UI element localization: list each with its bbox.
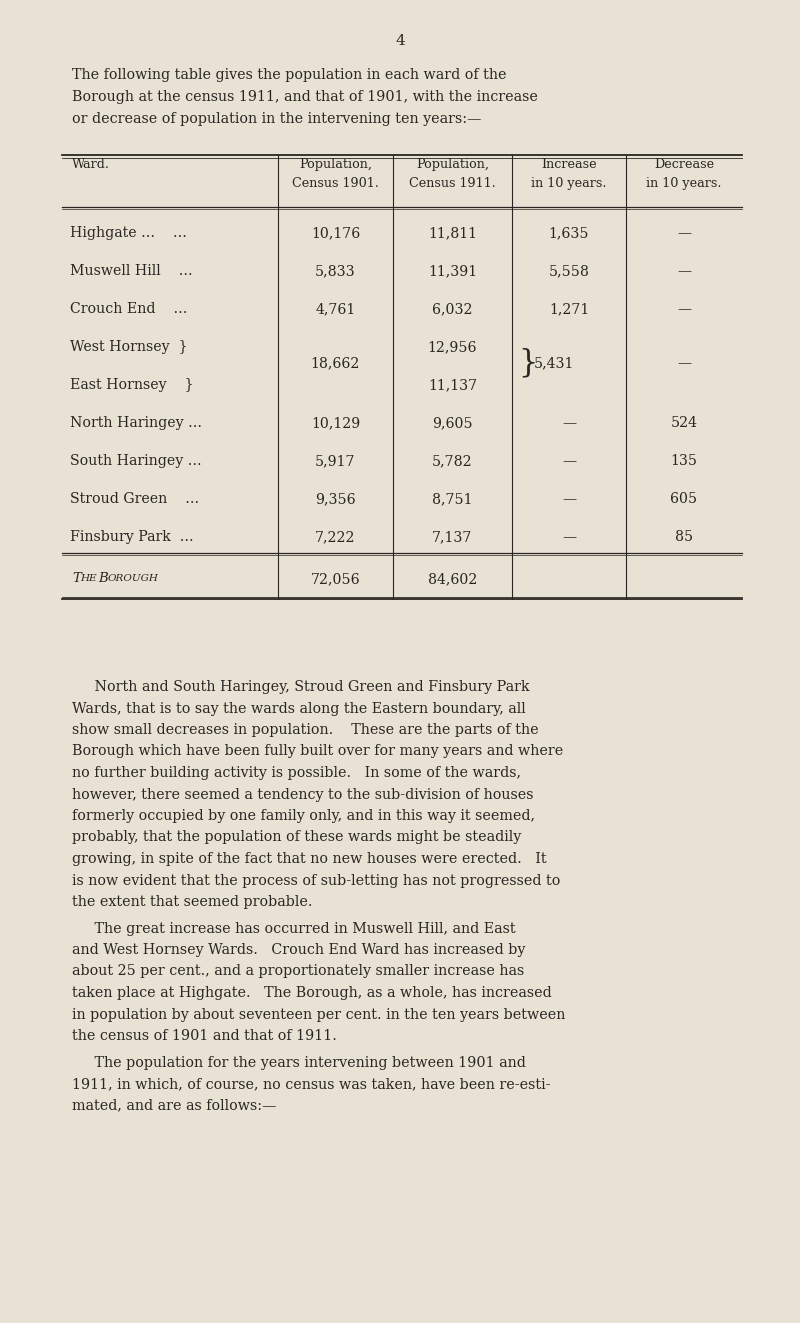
Text: 18,662: 18,662 xyxy=(311,356,360,370)
Text: 72,056: 72,056 xyxy=(310,572,360,586)
Text: Borough at the census 1911, and that of 1901, with the increase: Borough at the census 1911, and that of … xyxy=(72,90,538,105)
Text: show small decreases in population.    These are the parts of the: show small decreases in population. Thes… xyxy=(72,722,538,737)
Text: 8,751: 8,751 xyxy=(432,492,473,505)
Text: Wards, that is to say the wards along the Eastern boundary, all: Wards, that is to say the wards along th… xyxy=(72,701,526,716)
Text: T: T xyxy=(72,573,81,585)
Text: 11,811: 11,811 xyxy=(428,226,477,239)
Text: Decrease
in 10 years.: Decrease in 10 years. xyxy=(646,157,722,191)
Text: taken place at Highgate.   The Borough, as a whole, has increased: taken place at Highgate. The Borough, as… xyxy=(72,986,552,1000)
Text: 7,222: 7,222 xyxy=(315,531,356,544)
Text: 10,176: 10,176 xyxy=(311,226,360,239)
Text: probably, that the population of these wards might be steadily: probably, that the population of these w… xyxy=(72,831,522,844)
Text: however, there seemed a tendency to the sub-division of houses: however, there seemed a tendency to the … xyxy=(72,787,534,802)
Text: formerly occupied by one family only, and in this way it seemed,: formerly occupied by one family only, an… xyxy=(72,808,535,823)
Text: mated, and are as follows:—: mated, and are as follows:— xyxy=(72,1098,276,1113)
Text: —: — xyxy=(562,454,576,468)
Text: Borough which have been fully built over for many years and where: Borough which have been fully built over… xyxy=(72,745,563,758)
Text: 1,635: 1,635 xyxy=(549,226,590,239)
Text: 5,558: 5,558 xyxy=(549,265,590,278)
Text: The population for the years intervening between 1901 and: The population for the years intervening… xyxy=(72,1056,526,1069)
Text: OROUGH: OROUGH xyxy=(108,574,159,583)
Text: 5,917: 5,917 xyxy=(315,454,356,468)
Text: growing, in spite of the fact that no new houses were erected.   It: growing, in spite of the fact that no ne… xyxy=(72,852,546,867)
Text: 5,431: 5,431 xyxy=(534,356,574,370)
Text: HE: HE xyxy=(80,574,97,583)
Text: 4: 4 xyxy=(395,34,405,48)
Text: 9,605: 9,605 xyxy=(432,415,473,430)
Text: 5,833: 5,833 xyxy=(315,265,356,278)
Text: 135: 135 xyxy=(670,454,698,468)
Text: Highgate ...    ...: Highgate ... ... xyxy=(70,226,187,239)
Text: The following table gives the population in each ward of the: The following table gives the population… xyxy=(72,67,506,82)
Text: 10,129: 10,129 xyxy=(311,415,360,430)
Text: Muswell Hill    ...: Muswell Hill ... xyxy=(70,265,193,278)
Text: —: — xyxy=(677,302,691,316)
Text: 12,956: 12,956 xyxy=(428,340,478,355)
Text: —: — xyxy=(677,265,691,278)
Text: the census of 1901 and that of 1911.: the census of 1901 and that of 1911. xyxy=(72,1029,337,1043)
Text: is now evident that the process of sub-letting has not progressed to: is now evident that the process of sub-l… xyxy=(72,873,560,888)
Text: 1,271: 1,271 xyxy=(549,302,589,316)
Text: 5,782: 5,782 xyxy=(432,454,473,468)
Text: in population by about seventeen per cent. in the ten years between: in population by about seventeen per cen… xyxy=(72,1008,566,1021)
Text: —: — xyxy=(562,531,576,544)
Text: Crouch End    ...: Crouch End ... xyxy=(70,302,187,316)
Text: North Haringey ...: North Haringey ... xyxy=(70,415,202,430)
Text: Population,
Census 1911.: Population, Census 1911. xyxy=(409,157,496,191)
Text: 84,602: 84,602 xyxy=(428,572,477,586)
Text: The great increase has occurred in Muswell Hill, and East: The great increase has occurred in Muswe… xyxy=(72,922,516,935)
Text: Ward.: Ward. xyxy=(72,157,110,171)
Text: 9,356: 9,356 xyxy=(315,492,356,505)
Text: 4,761: 4,761 xyxy=(315,302,356,316)
Text: Finsbury Park  ...: Finsbury Park ... xyxy=(70,531,194,544)
Text: 7,137: 7,137 xyxy=(432,531,473,544)
Text: South Haringey ...: South Haringey ... xyxy=(70,454,202,468)
Text: 11,391: 11,391 xyxy=(428,265,477,278)
Text: 605: 605 xyxy=(670,492,698,505)
Text: Increase
in 10 years.: Increase in 10 years. xyxy=(531,157,606,191)
Text: —: — xyxy=(677,356,691,370)
Text: North and South Haringey, Stroud Green and Finsbury Park: North and South Haringey, Stroud Green a… xyxy=(72,680,530,695)
Text: about 25 per cent., and a proportionately smaller increase has: about 25 per cent., and a proportionatel… xyxy=(72,964,524,979)
Text: Population,
Census 1901.: Population, Census 1901. xyxy=(292,157,379,191)
Text: 6,032: 6,032 xyxy=(432,302,473,316)
Text: —: — xyxy=(562,492,576,505)
Text: —: — xyxy=(562,415,576,430)
Text: 524: 524 xyxy=(670,415,698,430)
Text: 11,137: 11,137 xyxy=(428,378,477,392)
Text: or decrease of population in the intervening ten years:—: or decrease of population in the interve… xyxy=(72,112,482,126)
Text: East Hornsey    }: East Hornsey } xyxy=(70,378,194,392)
Text: 1911, in which, of course, no census was taken, have been re-esti-: 1911, in which, of course, no census was… xyxy=(72,1077,550,1091)
Text: no further building activity is possible.   In some of the wards,: no further building activity is possible… xyxy=(72,766,521,781)
Text: B: B xyxy=(98,573,108,585)
Text: Stroud Green    ...: Stroud Green ... xyxy=(70,492,199,505)
Text: the extent that seemed probable.: the extent that seemed probable. xyxy=(72,894,313,909)
Text: West Hornsey  }: West Hornsey } xyxy=(70,340,187,355)
Text: and West Hornsey Wards.   Crouch End Ward has increased by: and West Hornsey Wards. Crouch End Ward … xyxy=(72,943,526,957)
Text: 85: 85 xyxy=(675,531,693,544)
Text: }: } xyxy=(518,348,538,378)
Text: —: — xyxy=(677,226,691,239)
